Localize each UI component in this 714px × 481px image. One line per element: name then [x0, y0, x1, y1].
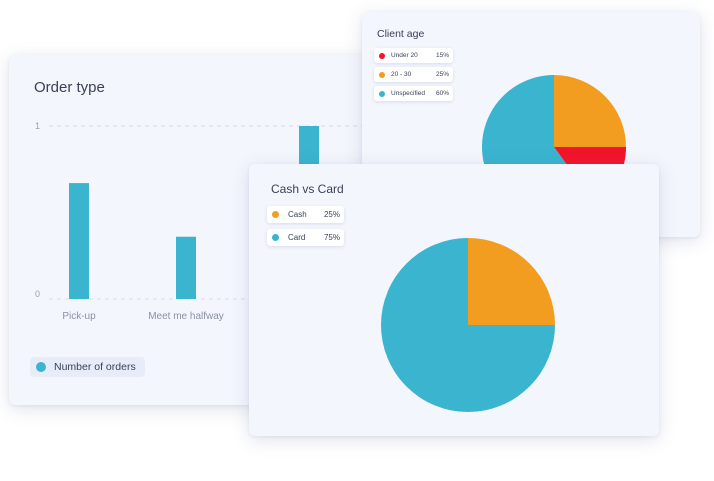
cash-card-slice-0[interactable] — [468, 238, 555, 325]
legend-label: Number of orders — [54, 361, 136, 373]
bar-1[interactable] — [176, 236, 196, 299]
cash-vs-card-pie-chart — [381, 238, 555, 412]
cash-vs-card-title: Cash vs Card — [271, 182, 344, 196]
legend-label: Unspecified — [391, 90, 425, 97]
legend-label: Card — [288, 233, 306, 242]
legend-item-cash[interactable]: Cash 25% — [267, 206, 344, 223]
category-label-meet-halfway: Meet me halfway — [148, 311, 224, 322]
y-tick-max: 1 — [35, 121, 41, 131]
client-age-title: Client age — [377, 28, 425, 40]
legend-dot — [379, 90, 385, 97]
legend-item-20-30[interactable]: 20 - 30 25% — [374, 67, 453, 82]
category-label-pickup: Pick-up — [62, 311, 96, 322]
legend-dot — [379, 71, 385, 78]
legend-dot — [379, 52, 385, 59]
legend-dot — [36, 362, 46, 372]
legend-label: Under 20 — [391, 52, 418, 59]
bar-0[interactable] — [69, 183, 89, 299]
legend-item-under-20[interactable]: Under 20 15% — [374, 48, 453, 63]
legend-label: 20 - 30 — [391, 71, 412, 78]
y-tick-min: 0 — [35, 289, 41, 299]
legend-dot — [272, 234, 279, 241]
legend-label: Cash — [288, 210, 307, 219]
legend-value: 60% — [435, 90, 449, 97]
legend-value: 75% — [323, 233, 340, 242]
legend-number-of-orders[interactable]: Number of orders — [30, 357, 145, 377]
cash-vs-card-card: Cash vs Card Cash 25% Card 75% — [249, 164, 659, 436]
order-type-title: Order type — [34, 79, 105, 96]
client-age-slice-0[interactable] — [554, 75, 626, 147]
legend-value: 25% — [435, 71, 449, 78]
legend-dot — [272, 211, 279, 218]
legend-value: 25% — [323, 210, 340, 219]
cash-card-slice-1[interactable] — [381, 238, 555, 412]
legend-value: 15% — [435, 52, 449, 59]
legend-item-card[interactable]: Card 75% — [267, 229, 344, 246]
legend-item-unspecified[interactable]: Unspecified 60% — [374, 86, 453, 101]
